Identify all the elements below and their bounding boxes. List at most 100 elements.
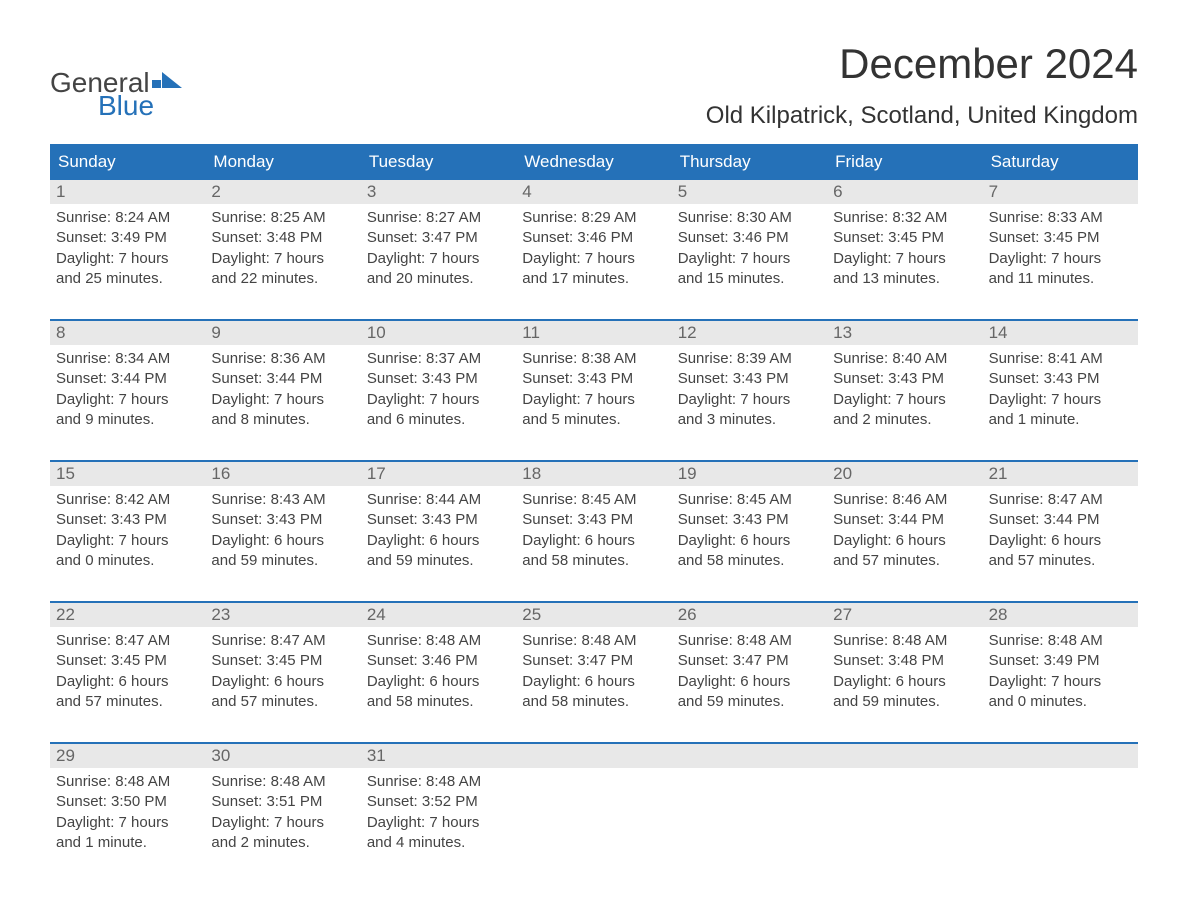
day-line-sunrise: Sunrise: 8:48 AM (833, 631, 976, 651)
day-line-d2: and 59 minutes. (833, 692, 976, 712)
day-line-d2: and 57 minutes. (833, 551, 976, 571)
day-number: 13 (827, 321, 982, 345)
day-cell: Sunrise: 8:40 AMSunset: 3:43 PMDaylight:… (827, 345, 982, 448)
day-number-row: 293031 (50, 744, 1138, 768)
day-line-sunset: Sunset: 3:44 PM (989, 510, 1132, 530)
day-number: 27 (827, 603, 982, 627)
day-line-sunrise: Sunrise: 8:46 AM (833, 490, 976, 510)
day-cell: Sunrise: 8:45 AMSunset: 3:43 PMDaylight:… (672, 486, 827, 589)
day-cell: Sunrise: 8:30 AMSunset: 3:46 PMDaylight:… (672, 204, 827, 307)
day-cell: Sunrise: 8:44 AMSunset: 3:43 PMDaylight:… (361, 486, 516, 589)
day-number: 16 (205, 462, 360, 486)
day-number: 21 (983, 462, 1138, 486)
day-line-sunrise: Sunrise: 8:32 AM (833, 208, 976, 228)
day-line-d2: and 2 minutes. (211, 833, 354, 853)
day-line-d2: and 58 minutes. (522, 692, 665, 712)
day-line-sunset: Sunset: 3:45 PM (989, 228, 1132, 248)
day-number (827, 744, 982, 768)
day-line-d1: Daylight: 6 hours (211, 672, 354, 692)
day-number: 1 (50, 180, 205, 204)
day-line-sunset: Sunset: 3:44 PM (211, 369, 354, 389)
week-block: 15161718192021Sunrise: 8:42 AMSunset: 3:… (50, 460, 1138, 589)
day-line-d2: and 4 minutes. (367, 833, 510, 853)
day-line-d2: and 0 minutes. (989, 692, 1132, 712)
day-body-row: Sunrise: 8:48 AMSunset: 3:50 PMDaylight:… (50, 768, 1138, 871)
day-number (672, 744, 827, 768)
day-cell: Sunrise: 8:42 AMSunset: 3:43 PMDaylight:… (50, 486, 205, 589)
day-line-sunset: Sunset: 3:48 PM (211, 228, 354, 248)
day-number: 2 (205, 180, 360, 204)
day-line-d1: Daylight: 7 hours (367, 390, 510, 410)
day-line-d2: and 58 minutes. (522, 551, 665, 571)
day-line-sunrise: Sunrise: 8:47 AM (989, 490, 1132, 510)
week-block: 1234567Sunrise: 8:24 AMSunset: 3:49 PMDa… (50, 180, 1138, 307)
day-line-d1: Daylight: 7 hours (522, 249, 665, 269)
day-number-row: 15161718192021 (50, 462, 1138, 486)
day-number: 24 (361, 603, 516, 627)
day-line-sunset: Sunset: 3:50 PM (56, 792, 199, 812)
day-line-sunset: Sunset: 3:43 PM (678, 369, 821, 389)
day-number: 31 (361, 744, 516, 768)
day-cell: Sunrise: 8:25 AMSunset: 3:48 PMDaylight:… (205, 204, 360, 307)
day-cell: Sunrise: 8:36 AMSunset: 3:44 PMDaylight:… (205, 345, 360, 448)
day-cell: Sunrise: 8:33 AMSunset: 3:45 PMDaylight:… (983, 204, 1138, 307)
day-line-sunrise: Sunrise: 8:29 AM (522, 208, 665, 228)
day-number: 15 (50, 462, 205, 486)
day-line-d2: and 2 minutes. (833, 410, 976, 430)
day-cell (516, 768, 671, 871)
day-line-d2: and 3 minutes. (678, 410, 821, 430)
day-number: 30 (205, 744, 360, 768)
day-number: 17 (361, 462, 516, 486)
day-line-sunrise: Sunrise: 8:34 AM (56, 349, 199, 369)
location-subtitle: Old Kilpatrick, Scotland, United Kingdom (706, 102, 1138, 130)
dow-friday: Friday (827, 144, 982, 180)
day-cell: Sunrise: 8:32 AMSunset: 3:45 PMDaylight:… (827, 204, 982, 307)
day-line-d1: Daylight: 6 hours (522, 531, 665, 551)
day-line-d2: and 59 minutes. (211, 551, 354, 571)
day-line-d1: Daylight: 7 hours (56, 531, 199, 551)
day-line-d1: Daylight: 6 hours (678, 672, 821, 692)
day-cell: Sunrise: 8:48 AMSunset: 3:52 PMDaylight:… (361, 768, 516, 871)
day-cell: Sunrise: 8:48 AMSunset: 3:46 PMDaylight:… (361, 627, 516, 730)
day-line-d1: Daylight: 6 hours (522, 672, 665, 692)
day-line-d2: and 59 minutes. (678, 692, 821, 712)
day-line-sunrise: Sunrise: 8:43 AM (211, 490, 354, 510)
day-line-d2: and 58 minutes. (678, 551, 821, 571)
days-of-week-header: Sunday Monday Tuesday Wednesday Thursday… (50, 144, 1138, 180)
day-line-d2: and 8 minutes. (211, 410, 354, 430)
day-line-d2: and 9 minutes. (56, 410, 199, 430)
day-number: 4 (516, 180, 671, 204)
day-line-sunset: Sunset: 3:49 PM (56, 228, 199, 248)
day-number: 22 (50, 603, 205, 627)
day-line-d1: Daylight: 7 hours (989, 390, 1132, 410)
day-line-d2: and 17 minutes. (522, 269, 665, 289)
day-line-d2: and 22 minutes. (211, 269, 354, 289)
dow-sunday: Sunday (50, 144, 205, 180)
day-number: 12 (672, 321, 827, 345)
day-line-sunset: Sunset: 3:46 PM (367, 651, 510, 671)
day-number (516, 744, 671, 768)
dow-monday: Monday (205, 144, 360, 180)
day-line-sunrise: Sunrise: 8:33 AM (989, 208, 1132, 228)
day-number: 14 (983, 321, 1138, 345)
day-line-sunset: Sunset: 3:43 PM (678, 510, 821, 530)
day-line-sunrise: Sunrise: 8:27 AM (367, 208, 510, 228)
day-line-d1: Daylight: 7 hours (367, 813, 510, 833)
day-cell: Sunrise: 8:43 AMSunset: 3:43 PMDaylight:… (205, 486, 360, 589)
day-line-sunset: Sunset: 3:43 PM (56, 510, 199, 530)
day-line-d1: Daylight: 7 hours (678, 390, 821, 410)
day-line-d1: Daylight: 7 hours (211, 390, 354, 410)
header: General Blue December 2024 Old Kilpatric… (50, 40, 1138, 130)
day-line-d2: and 15 minutes. (678, 269, 821, 289)
day-number: 10 (361, 321, 516, 345)
day-cell: Sunrise: 8:24 AMSunset: 3:49 PMDaylight:… (50, 204, 205, 307)
day-line-sunrise: Sunrise: 8:41 AM (989, 349, 1132, 369)
day-line-sunset: Sunset: 3:45 PM (56, 651, 199, 671)
day-cell: Sunrise: 8:48 AMSunset: 3:48 PMDaylight:… (827, 627, 982, 730)
day-line-sunset: Sunset: 3:47 PM (367, 228, 510, 248)
day-cell: Sunrise: 8:39 AMSunset: 3:43 PMDaylight:… (672, 345, 827, 448)
day-number-row: 22232425262728 (50, 603, 1138, 627)
day-number: 29 (50, 744, 205, 768)
day-line-d1: Daylight: 6 hours (367, 672, 510, 692)
day-cell: Sunrise: 8:48 AMSunset: 3:47 PMDaylight:… (516, 627, 671, 730)
